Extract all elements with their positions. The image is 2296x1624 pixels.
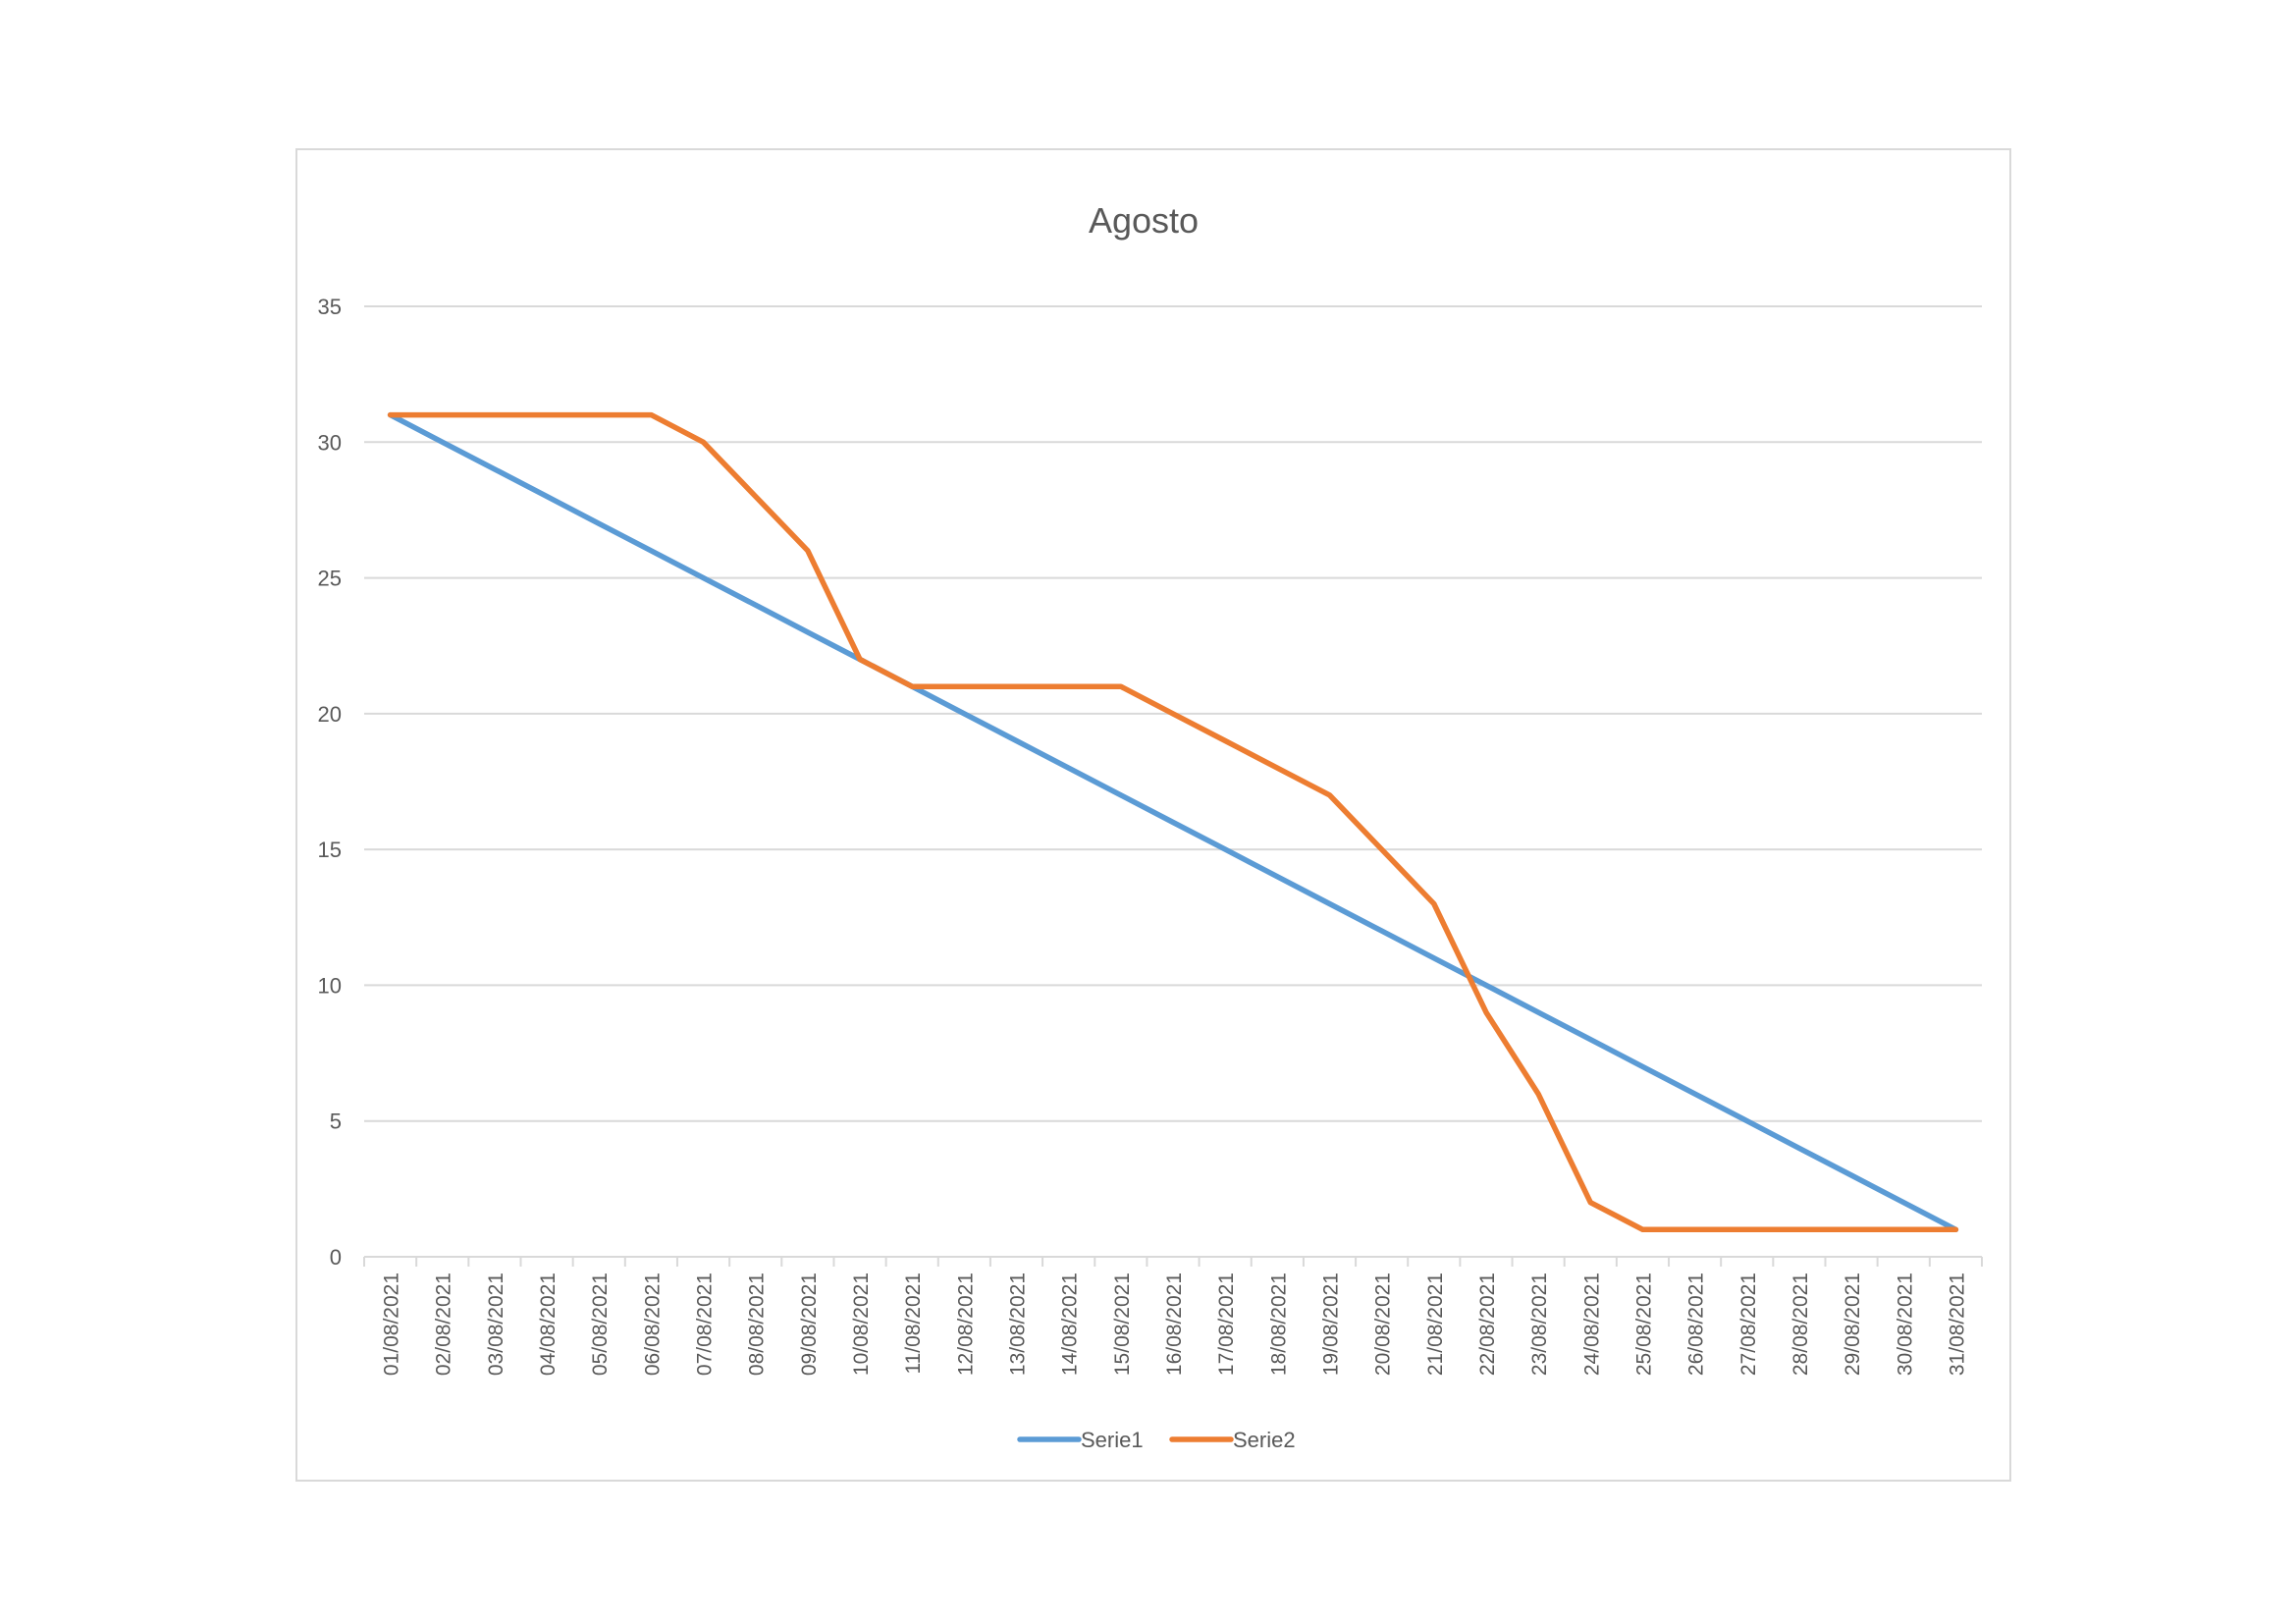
y-tick-label: 5 [330, 1110, 342, 1134]
x-tick-label: 17/08/2021 [1215, 1272, 1238, 1376]
x-tick-label: 15/08/2021 [1111, 1272, 1134, 1376]
x-tick-label: 26/08/2021 [1685, 1272, 1708, 1376]
x-tick-label: 22/08/2021 [1476, 1272, 1499, 1376]
x-tick-label: 24/08/2021 [1580, 1272, 1603, 1376]
x-tick-label: 13/08/2021 [1007, 1272, 1030, 1376]
series-line-1 [387, 411, 1959, 1233]
y-tick-label: 15 [318, 838, 342, 862]
y-tick-label: 20 [318, 702, 342, 727]
x-tick-label: 09/08/2021 [798, 1272, 821, 1376]
x-tick-label: 21/08/2021 [1424, 1272, 1447, 1376]
x-tick-label: 04/08/2021 [537, 1272, 560, 1376]
x-tick-label: 31/08/2021 [1946, 1272, 1968, 1376]
x-axis [363, 1256, 1983, 1267]
series-line-2 [387, 411, 1959, 1233]
x-tick-label: 20/08/2021 [1372, 1272, 1395, 1376]
x-tick-label: 02/08/2021 [433, 1272, 455, 1376]
y-tick-label: 35 [318, 295, 342, 319]
y-tick-label: 25 [318, 567, 342, 591]
x-tick-label: 06/08/2021 [641, 1272, 664, 1376]
y-axis-tick-labels: 0 5 10 15 20 25 30 35 [318, 295, 342, 1270]
x-tick-label: 19/08/2021 [1319, 1272, 1342, 1376]
x-tick-label: 30/08/2021 [1894, 1272, 1916, 1376]
x-tick-label: 01/08/2021 [381, 1272, 403, 1376]
x-tick-label: 29/08/2021 [1842, 1272, 1864, 1376]
chart-title: Agosto [1089, 200, 1199, 241]
legend-label: Serie1 [1081, 1428, 1144, 1452]
x-tick-label: 16/08/2021 [1163, 1272, 1186, 1376]
gridlines [364, 305, 1982, 1122]
x-tick-label: 23/08/2021 [1528, 1272, 1551, 1376]
x-tick-label: 14/08/2021 [1059, 1272, 1082, 1376]
x-tick-label: 18/08/2021 [1267, 1272, 1290, 1376]
x-tick-label: 10/08/2021 [850, 1272, 873, 1376]
legend-label: Serie2 [1233, 1428, 1296, 1452]
y-tick-label: 0 [330, 1245, 342, 1270]
x-tick-label: 08/08/2021 [746, 1272, 769, 1376]
y-tick-label: 30 [318, 430, 342, 455]
x-tick-label: 05/08/2021 [589, 1272, 612, 1376]
x-tick-label: 03/08/2021 [485, 1272, 507, 1376]
series-lines [387, 411, 1959, 1233]
legend: Serie1 Serie2 [1017, 1428, 1296, 1452]
x-tick-label: 25/08/2021 [1632, 1272, 1655, 1376]
x-tick-label: 07/08/2021 [694, 1272, 717, 1376]
y-tick-label: 10 [318, 973, 342, 998]
x-tick-label: 28/08/2021 [1789, 1272, 1812, 1376]
x-axis-tick-labels: 01/08/2021 02/08/2021 03/08/2021 04/08/2021… [381, 1272, 1969, 1376]
chart-container: Agosto 0 5 10 15 20 25 30 35 01/08/2021 02/08/20… [295, 148, 2011, 1482]
x-tick-label: 27/08/2021 [1737, 1272, 1760, 1376]
x-tick-label: 11/08/2021 [902, 1272, 925, 1375]
x-tick-label: 12/08/2021 [954, 1272, 977, 1376]
line-chart: Agosto 0 5 10 15 20 25 30 35 01/08/2021 02/08/20… [318, 200, 1983, 1452]
